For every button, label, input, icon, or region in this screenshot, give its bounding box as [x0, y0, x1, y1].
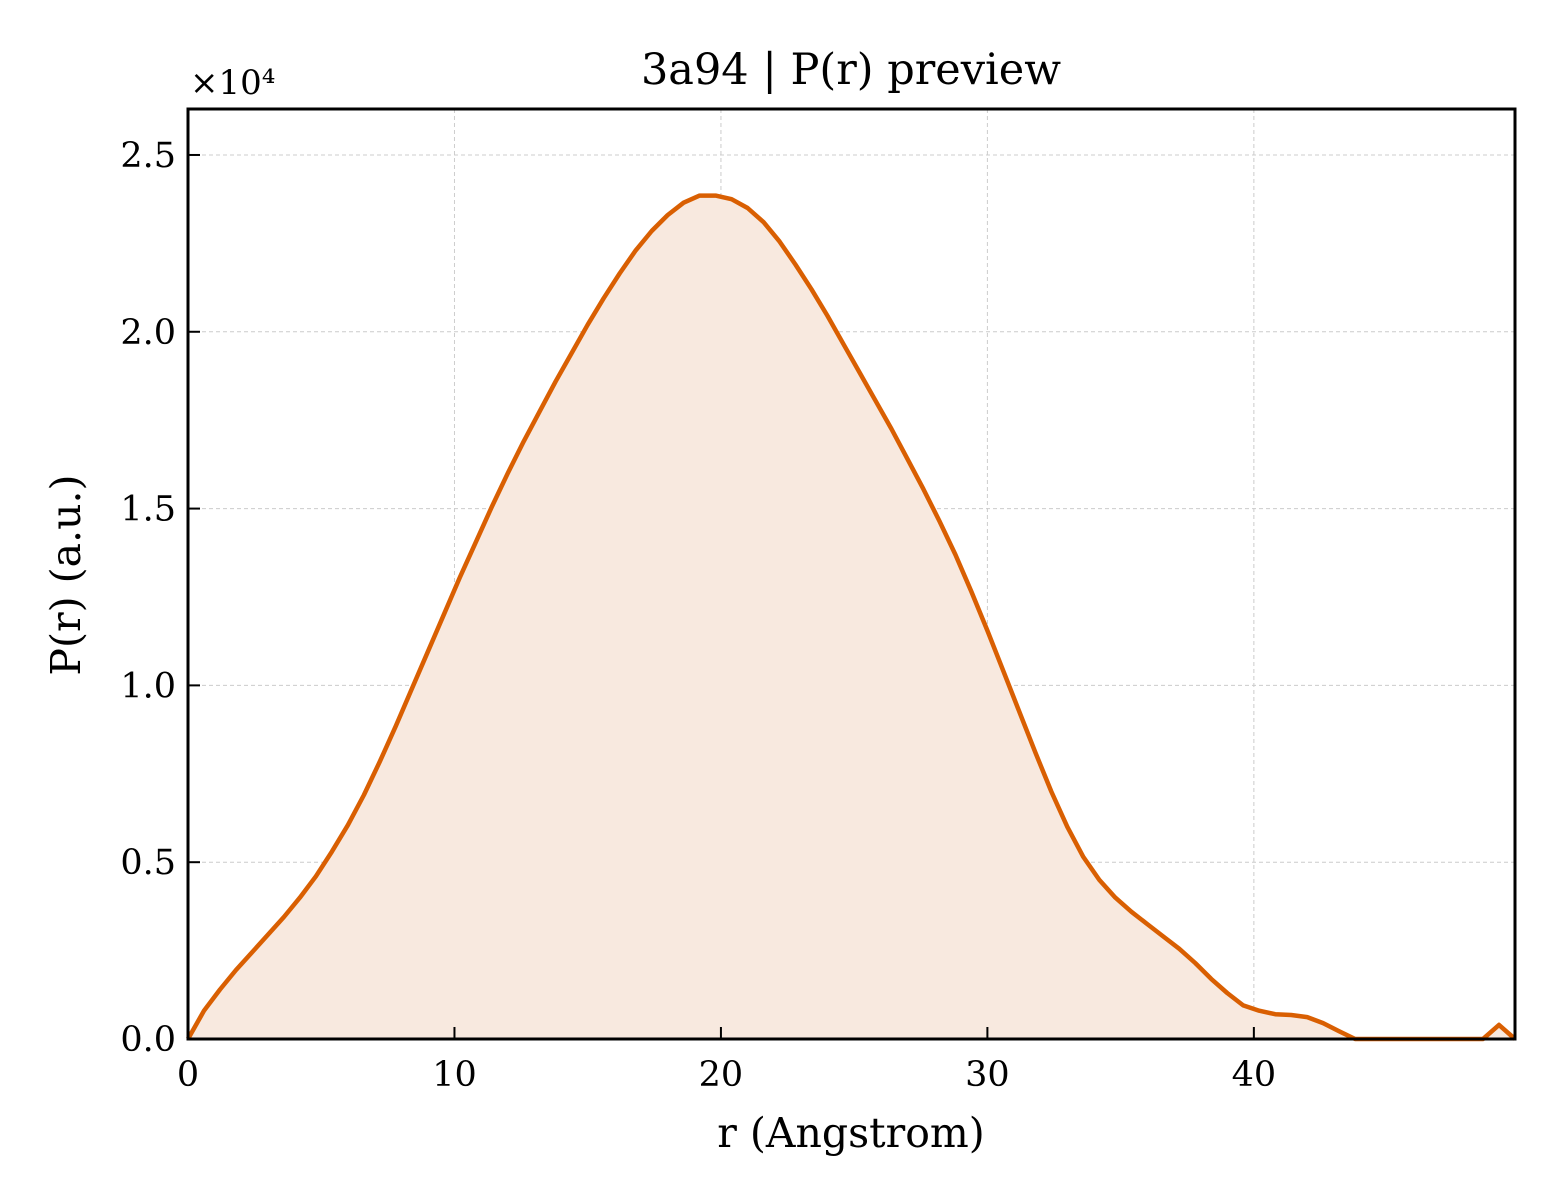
y-tick-label: 0.5: [120, 843, 176, 883]
x-tick-label: 0: [177, 1055, 199, 1095]
x-tick-label: 10: [432, 1055, 477, 1095]
x-tick-label: 20: [699, 1055, 744, 1095]
y-tick-label: 0.0: [120, 1020, 176, 1060]
pr-series-line: [186, 193, 1517, 1042]
y-tick-label: 1.0: [120, 666, 176, 706]
plot-frame: [186, 107, 1517, 1041]
y-tick-label: 1.5: [120, 490, 176, 530]
y-axis-title: P(r) (a.u.): [42, 474, 90, 675]
y-offset-label: ×10⁴: [190, 63, 275, 103]
y-tick-label: 2.0: [120, 313, 176, 353]
x-tick-label: 40: [1232, 1055, 1277, 1095]
axis-ticks: 0 10 20 30 40 0.0 0.5 1.0 1.5 2.0 2.5: [120, 136, 1276, 1095]
y-tick-label: 2.5: [120, 136, 176, 176]
x-axis-title: r (Angstrom): [717, 1109, 985, 1157]
pr-area-fill: [188, 195, 1515, 1040]
chart-title: 3a94 | P(r) preview: [641, 45, 1061, 95]
x-tick-label: 30: [965, 1055, 1010, 1095]
